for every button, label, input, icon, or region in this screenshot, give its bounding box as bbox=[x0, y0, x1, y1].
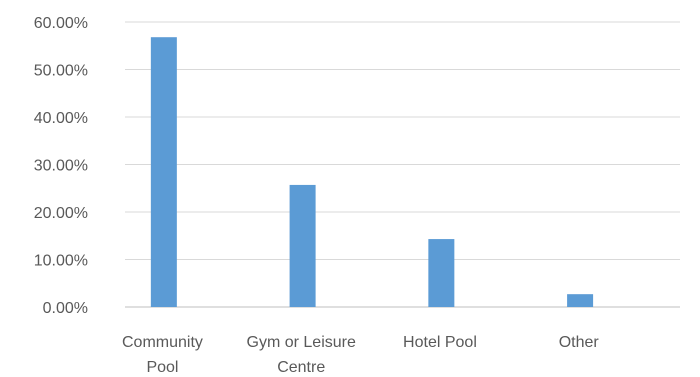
y-tick-label: 20.00% bbox=[34, 205, 88, 222]
x-category-label: Community Pool bbox=[122, 334, 203, 376]
y-tick-label: 10.00% bbox=[34, 253, 88, 270]
y-tick-label: 50.00% bbox=[34, 63, 88, 80]
x-category-label: Gym or Leisure Centre bbox=[247, 334, 356, 376]
gridlines bbox=[125, 21, 680, 308]
bar-gym-or-leisure-centre bbox=[289, 184, 316, 307]
bar-other bbox=[567, 294, 594, 307]
bar-hotel-pool bbox=[428, 239, 455, 307]
bars bbox=[150, 37, 594, 307]
y-tick-label: 40.00% bbox=[34, 110, 88, 127]
y-tick-label: 0.00% bbox=[43, 300, 88, 317]
x-axis-category-labels: Community Pool Gym or Leisure Centre Hotel P… bbox=[122, 334, 599, 376]
bar-community-pool bbox=[150, 37, 177, 307]
y-tick-label: 60.00% bbox=[34, 15, 88, 32]
x-category-label: Other bbox=[559, 334, 600, 351]
y-tick-label: 30.00% bbox=[34, 158, 88, 175]
x-category-label: Hotel Pool bbox=[403, 334, 477, 351]
y-axis-tick-labels: 0.00% 10.00% 20.00% 30.00% 40.00% 50.00% 60.00… bbox=[34, 15, 88, 317]
